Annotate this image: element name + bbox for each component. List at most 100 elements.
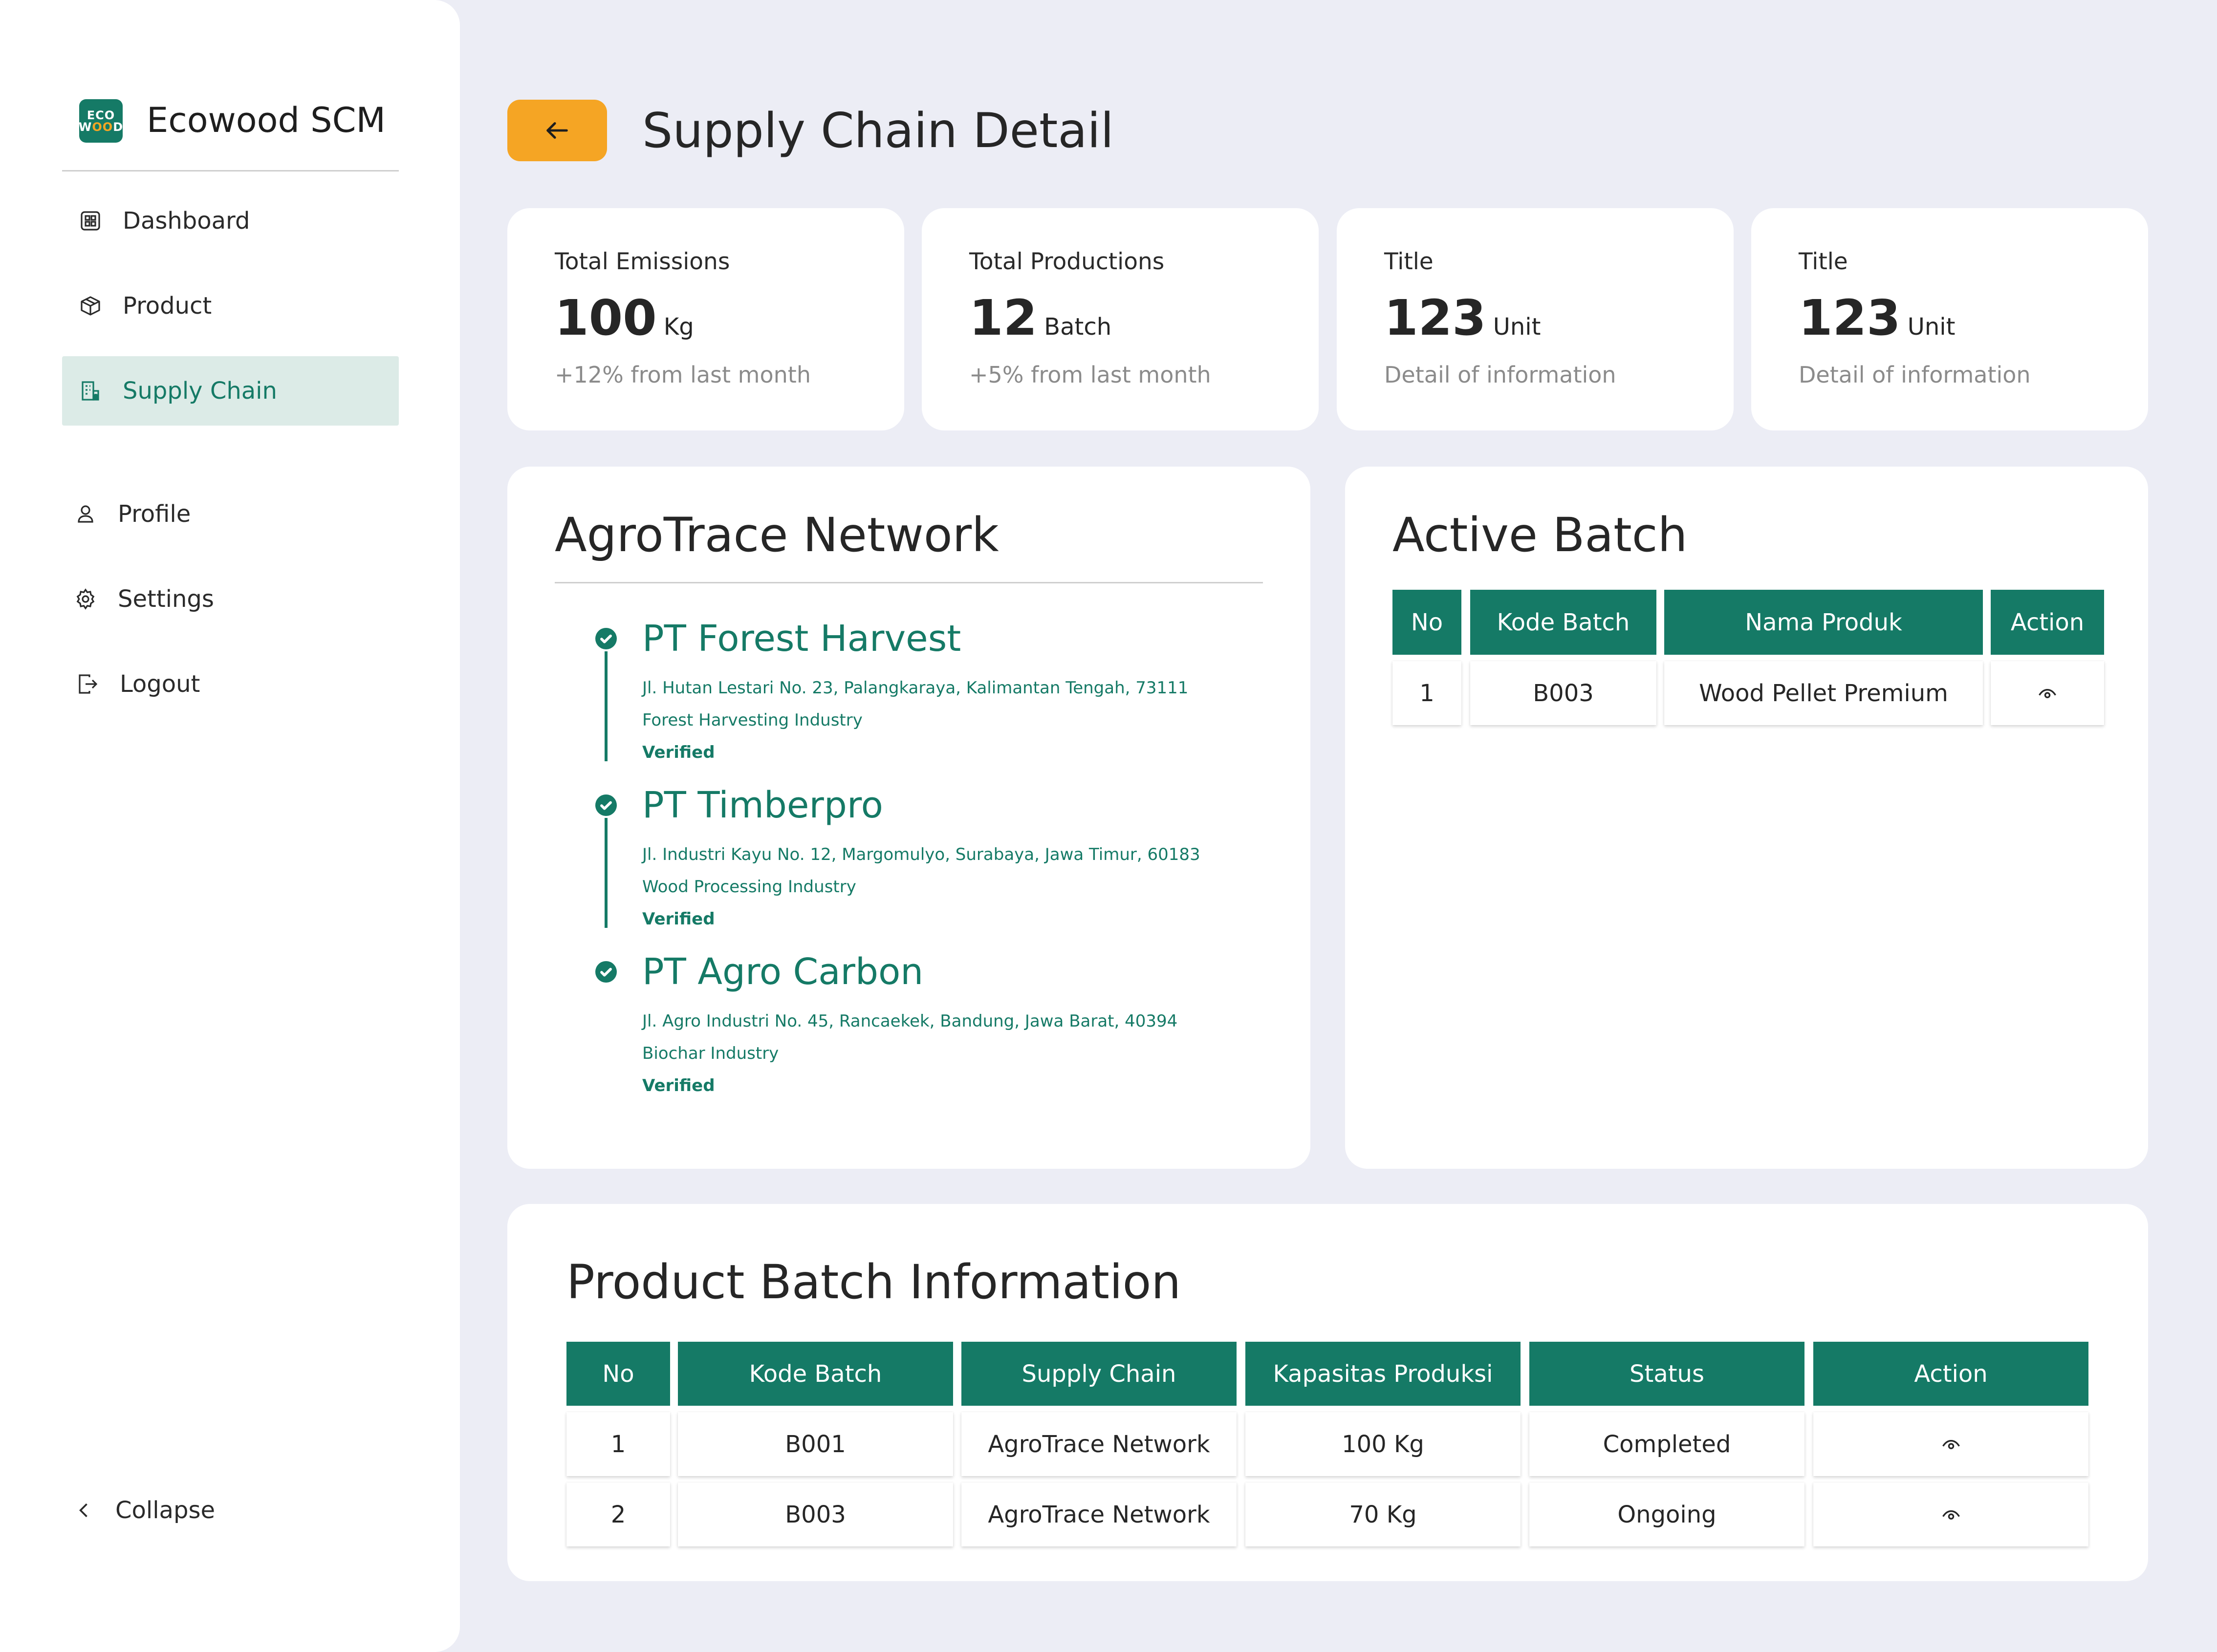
sidebar-item-label: Logout <box>120 670 200 698</box>
grid-icon <box>81 211 100 231</box>
stat-label: Title <box>1799 248 1848 275</box>
back-button[interactable] <box>507 100 607 161</box>
stat-unit: Unit <box>1907 313 1956 341</box>
active-batch-panel: Active Batch No Kode Batch Nama Produk A… <box>1345 467 2148 1169</box>
sidebar-divider <box>62 170 399 172</box>
view-action-cell[interactable] <box>1813 1482 2088 1546</box>
eye-icon[interactable] <box>1940 1504 1962 1525</box>
building-icon <box>82 381 99 401</box>
stat-card-productions: Total Productions 12 Batch +5% from last … <box>922 208 1319 430</box>
ecowood-logo: ECO WOOD <box>79 99 123 143</box>
table-header: No <box>1392 590 1461 655</box>
sidebar-item-label: Settings <box>118 585 214 613</box>
node-status: Verified <box>642 909 715 929</box>
sidebar-item-logout[interactable]: Logout <box>62 649 399 719</box>
product-batch-panel: Product Batch Information No Kode Batch … <box>507 1204 2148 1581</box>
table-cell: B001 <box>678 1412 953 1476</box>
sidebar-item-settings[interactable]: Settings <box>62 564 399 634</box>
arrow-left-icon <box>546 122 568 139</box>
sidebar-item-label: Dashboard <box>123 207 250 235</box>
node-type: Biochar Industry <box>642 1044 779 1063</box>
network-title: AgroTrace Network <box>555 508 999 562</box>
table-header: Action <box>1813 1342 2088 1406</box>
table-cell: Ongoing <box>1529 1482 1804 1546</box>
table-cell: 70 Kg <box>1245 1482 1521 1546</box>
timeline-connector <box>605 818 608 928</box>
stat-unit: Kg <box>663 313 694 341</box>
sidebar-item-label: Profile <box>118 500 191 528</box>
node-type: Forest Harvesting Industry <box>642 710 863 730</box>
product-batch-title: Product Batch Information <box>566 1255 1181 1309</box>
table-cell: AgroTrace Network <box>961 1412 1237 1476</box>
table-cell: Wood Pellet Premium <box>1664 661 1983 725</box>
stat-label: Title <box>1384 248 1434 275</box>
table-header: Kode Batch <box>1470 590 1656 655</box>
user-icon <box>78 505 93 523</box>
sidebar-item-dashboard[interactable]: Dashboard <box>62 186 399 256</box>
node-address: Jl. Industri Kayu No. 12, Margomulyo, Su… <box>642 845 1200 864</box>
node-name[interactable]: PT Agro Carbon <box>642 951 924 993</box>
stat-card-4: Title 123 Unit Detail of information <box>1751 208 2148 430</box>
network-panel: AgroTrace Network PT Forest Harvest Jl. … <box>507 467 1310 1169</box>
collapse-button[interactable]: Collapse <box>73 1497 215 1524</box>
eye-icon[interactable] <box>2037 683 2058 704</box>
sidebar-item-product[interactable]: Product <box>62 271 399 341</box>
stat-subtext: Detail of information <box>1384 362 1616 388</box>
check-circle-icon <box>595 628 617 649</box>
sidebar-item-label: Product <box>123 292 212 320</box>
view-action-cell[interactable] <box>1813 1412 2088 1476</box>
node-name[interactable]: PT Forest Harvest <box>642 618 961 660</box>
sidebar-item-profile[interactable]: Profile <box>62 479 399 549</box>
sidebar <box>0 0 460 1652</box>
logout-icon <box>79 674 98 694</box>
table-cell: 100 Kg <box>1245 1412 1521 1476</box>
node-address: Jl. Agro Industri No. 45, Rancaekek, Ban… <box>642 1011 1178 1031</box>
view-action-cell[interactable] <box>1991 661 2104 725</box>
stat-label: Total Emissions <box>555 248 730 275</box>
stat-card-emissions: Total Emissions 100 Kg +12% from last mon… <box>507 208 904 430</box>
stat-value: 100 Kg <box>555 289 694 346</box>
stat-label: Total Productions <box>969 248 1165 275</box>
stat-subtext: +5% from last month <box>969 362 1211 388</box>
table-cell: B003 <box>1470 661 1656 725</box>
stat-value: 12 Batch <box>969 289 1112 346</box>
table-cell: 1 <box>1392 661 1461 725</box>
node-status: Verified <box>642 1076 715 1095</box>
table-cell: Completed <box>1529 1412 1804 1476</box>
check-circle-icon <box>595 794 617 816</box>
table-cell: 1 <box>566 1412 670 1476</box>
table-header: Nama Produk <box>1664 590 1983 655</box>
sidebar-item-supply-chain[interactable]: Supply Chain <box>62 356 399 426</box>
stat-value: 123 Unit <box>1799 289 1956 346</box>
table-header: Kode Batch <box>678 1342 953 1406</box>
table-cell: 2 <box>566 1482 670 1546</box>
node-name[interactable]: PT Timberpro <box>642 784 883 826</box>
node-status: Verified <box>642 743 715 762</box>
chevron-left-icon <box>79 1503 87 1518</box>
page-title: Supply Chain Detail <box>642 103 1114 159</box>
stat-unit: Batch <box>1044 313 1112 341</box>
stat-card-3: Title 123 Unit Detail of information <box>1337 208 1734 430</box>
timeline-connector <box>605 651 608 761</box>
stat-unit: Unit <box>1493 313 1541 341</box>
table-header: Status <box>1529 1342 1804 1406</box>
eye-icon[interactable] <box>1940 1434 1962 1455</box>
node-type: Wood Processing Industry <box>642 877 856 897</box>
stat-subtext: +12% from last month <box>555 362 811 388</box>
table-header: Supply Chain <box>961 1342 1237 1406</box>
check-circle-icon <box>595 961 617 983</box>
sidebar-item-label: Supply Chain <box>123 377 277 405</box>
brand-name: Ecowood SCM <box>147 100 386 140</box>
table-header: Action <box>1991 590 2104 655</box>
gear-icon <box>76 588 95 610</box>
table-cell: AgroTrace Network <box>961 1482 1237 1546</box>
node-address: Jl. Hutan Lestari No. 23, Palangkaraya, … <box>642 678 1189 698</box>
table-header: Kapasitas Produksi <box>1245 1342 1521 1406</box>
active-batch-title: Active Batch <box>1392 508 1688 562</box>
collapse-label: Collapse <box>115 1497 215 1524</box>
stat-value: 123 Unit <box>1384 289 1541 346</box>
network-divider <box>555 582 1263 583</box>
table-cell: B003 <box>678 1482 953 1546</box>
box-icon <box>81 296 100 316</box>
stat-subtext: Detail of information <box>1799 362 2031 388</box>
